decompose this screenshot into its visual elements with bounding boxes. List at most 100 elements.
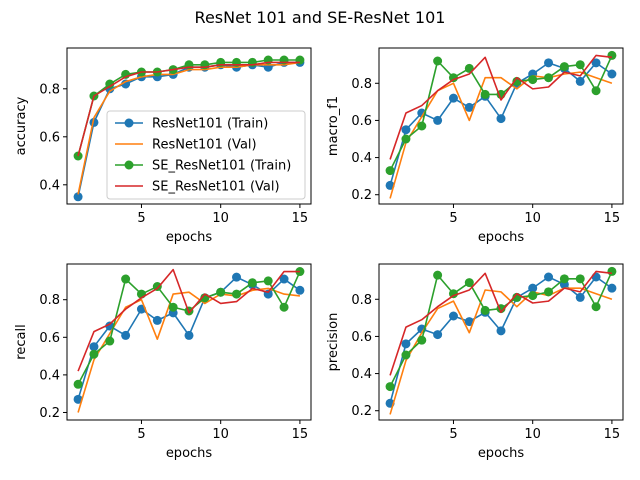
macro-f1-series-3 (389, 54, 613, 160)
macro-f1-data-point (448, 73, 458, 83)
recall-subplot: 5 10 15 0.2 0.4 0.6 0.8 epochs recall (14, 263, 312, 461)
accuracy-series-line (77, 61, 300, 157)
macro-f1-data-point (591, 58, 601, 68)
macro-f1-y-tick-label: 0.6 (351, 114, 372, 129)
macro-f1-data-point (401, 125, 411, 135)
macro-f1-data-point (433, 115, 443, 125)
precision-x-tick-label: 10 (524, 427, 541, 442)
figure-title: ResNet 101 and SE-ResNet 101 (195, 8, 446, 27)
macro-f1-x-tick-label: 15 (604, 211, 621, 226)
recall-data-point (263, 276, 273, 286)
accuracy-data-point (73, 192, 83, 202)
macro-f1-data-point (544, 58, 554, 68)
legend-label: SE_ResNet101 (Train) (152, 159, 291, 174)
precision-data-point (448, 289, 458, 299)
macro-f1-data-point (385, 166, 395, 176)
recall-data-point (295, 285, 305, 295)
precision-data-point (544, 272, 554, 282)
macro-f1-data-point (559, 62, 569, 72)
macro-f1-data-point (448, 93, 458, 103)
accuracy-series-3 (77, 61, 300, 157)
macro-f1-data-point (464, 102, 474, 112)
precision-data-point (464, 278, 474, 288)
accuracy-legend: ResNet101 (Train) ResNet101 (Val) SE_ResNe… (106, 110, 306, 200)
macro-f1-y-axis-label: macro_f1 (326, 96, 341, 156)
macro-f1-data-point (544, 73, 554, 83)
precision-series-line (389, 270, 613, 376)
macro-f1-subplot: 5 10 15 0.2 0.4 0.6 0.8 epochs macro_f1 (326, 47, 624, 245)
macro-f1-data-point (528, 75, 538, 85)
macro-f1-y-tick-label: 0.8 (351, 77, 372, 92)
precision-data-point (480, 305, 490, 315)
legend-marker-swatch (124, 118, 134, 128)
legend-label: ResNet101 (Val) (152, 138, 257, 153)
accuracy-data-point (105, 79, 115, 89)
precision-series-1 (389, 287, 613, 415)
precision-y-tick-label: 0.2 (351, 404, 372, 419)
macro-f1-x-tick-label: 5 (449, 211, 457, 226)
macro-f1-x-axis-label: epochs (478, 230, 525, 245)
recall-y-tick-label: 0.4 (39, 368, 60, 383)
recall-data-point (247, 278, 257, 288)
precision-data-point (433, 330, 443, 340)
legend-entry: ResNet101 (Val) (115, 138, 257, 153)
subplots-container: 5 10 15 0.4 0.6 0.8 epochs accuracy ResNet101 (T… (14, 47, 624, 461)
macro-f1-data-point (591, 86, 601, 96)
precision-x-tick-label: 5 (449, 427, 457, 442)
macro-f1-data-point (433, 56, 443, 66)
recall-x-tick-label: 10 (212, 427, 229, 442)
legend-label: ResNet101 (Train) (152, 117, 268, 132)
macro-f1-axes-frame (378, 47, 624, 205)
recall-data-point (279, 302, 289, 312)
recall-data-point (232, 289, 242, 299)
legend-entry: ResNet101 (Train) (115, 117, 268, 132)
precision-x-tick-label: 15 (604, 427, 621, 442)
macro-f1-data-point (401, 134, 411, 144)
macro-f1-series-0 (385, 58, 617, 190)
recall-axes-frame (66, 263, 312, 421)
legend-box (106, 110, 306, 200)
legend-entry: SE_ResNet101 (Train) (115, 159, 291, 174)
accuracy-y-tick-label: 0.6 (39, 130, 60, 145)
precision-y-tick-label: 0.8 (351, 293, 372, 308)
recall-data-point (216, 287, 226, 297)
precision-data-point (385, 382, 395, 392)
recall-data-point (89, 342, 99, 352)
recall-series-line (77, 287, 301, 413)
recall-y-tick-label: 0.6 (39, 331, 60, 346)
precision-series-3 (389, 270, 613, 376)
accuracy-axes-frame (66, 47, 312, 205)
precision-series-line (389, 287, 613, 415)
precision-y-axis-label: precision (326, 313, 341, 372)
recall-data-point (168, 302, 178, 312)
precision-series-2 (385, 266, 617, 392)
macro-f1-x-tick-label: 10 (524, 211, 541, 226)
recall-data-point (121, 330, 131, 340)
macro-f1-data-point (496, 114, 506, 124)
precision-data-point (528, 291, 538, 301)
macro-f1-data-point (607, 50, 617, 60)
precision-data-point (575, 274, 585, 284)
accuracy-y-axis-label: accuracy (14, 96, 29, 155)
precision-y-tick-label: 0.4 (351, 367, 372, 382)
recall-data-point (152, 315, 162, 325)
macro-f1-y-tick-label: 0.2 (351, 188, 372, 203)
macro-f1-series-line (389, 71, 613, 199)
recall-data-point (89, 349, 99, 359)
precision-data-point (607, 283, 617, 293)
precision-data-point (496, 326, 506, 336)
precision-data-point (575, 292, 585, 302)
precision-x-axis-label: epochs (478, 446, 525, 461)
accuracy-series-1 (77, 61, 301, 195)
macro-f1-series-line (389, 54, 613, 160)
accuracy-x-tick-label: 5 (137, 211, 145, 226)
recall-data-point (232, 272, 242, 282)
recall-y-axis-label: recall (14, 324, 29, 359)
precision-data-point (464, 317, 474, 327)
precision-subplot: 5 10 15 0.2 0.4 0.6 0.8 epochs precision (326, 263, 624, 461)
recall-series-2 (73, 267, 305, 389)
accuracy-x-tick-label: 15 (292, 211, 309, 226)
recall-x-tick-label: 5 (137, 427, 145, 442)
